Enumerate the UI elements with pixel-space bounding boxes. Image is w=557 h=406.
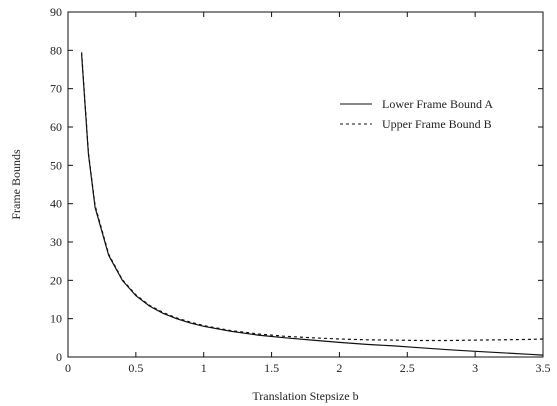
y-tick-label: 40 xyxy=(50,197,62,211)
y-tick-label: 50 xyxy=(50,158,62,172)
series-line-upper-frame-bound xyxy=(81,52,544,342)
y-tick-label: 20 xyxy=(50,273,62,287)
x-tick-label: 3 xyxy=(472,361,478,375)
legend-label-upper-bound: Upper Frame Bound B xyxy=(382,117,492,131)
y-tick-label: 0 xyxy=(56,350,62,364)
y-tick-label: 60 xyxy=(50,120,62,134)
y-axis-title: Frame Bounds xyxy=(9,149,23,220)
x-tick-label: 3.5 xyxy=(536,361,551,375)
legend: Lower Frame Bound A Upper Frame Bound B xyxy=(340,97,493,131)
x-axis-title: Translation Stepsize b xyxy=(252,389,358,403)
series-layer xyxy=(81,52,544,356)
y-tick-label: 70 xyxy=(50,82,62,96)
x-tick-label: 2 xyxy=(336,361,342,375)
y-tick-label: 90 xyxy=(50,5,62,19)
y-tick-label: 30 xyxy=(50,235,62,249)
y-axis-ticks: 0 10 20 30 40 50 60 70 80 90 xyxy=(50,5,543,364)
y-tick-label: 80 xyxy=(50,43,62,57)
x-tick-label: 2.5 xyxy=(400,361,415,375)
plot-border xyxy=(67,11,544,358)
y-tick-label: 10 xyxy=(50,312,62,326)
x-tick-label: 0 xyxy=(65,361,71,375)
x-tick-label: 1.5 xyxy=(264,361,279,375)
x-axis-ticks: 0 0.5 1 1.5 2 2.5 3 3.5 xyxy=(65,12,551,375)
plot-frame xyxy=(67,11,544,358)
x-tick-label: 0.5 xyxy=(128,361,143,375)
x-tick-label: 1 xyxy=(201,361,207,375)
legend-label-lower-bound: Lower Frame Bound A xyxy=(382,97,493,111)
